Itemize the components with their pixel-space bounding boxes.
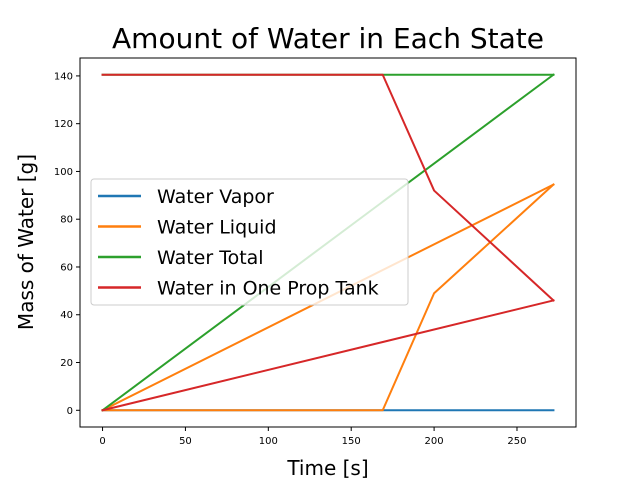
y-tick-label: 80 [60,215,73,226]
legend-label-water-liquid: Water Liquid [157,217,277,239]
legend-box [90,178,409,306]
y-tick-label: 120 [54,119,73,130]
series-line-water-in-one-prop-tank [101,73,555,302]
y-tick-label: 100 [54,167,73,178]
legend-entries: Water Vapor Water Liquid Water Total Water … [98,186,379,300]
x-tick-label: 200 [425,436,444,447]
x-tick-label: 150 [342,436,361,447]
x-tick-label: 0 [99,436,105,447]
y-tick-label: 60 [60,262,73,273]
x-tick-label: 250 [507,436,526,447]
y-tick-label: 40 [60,310,73,321]
legend-label-water-total: Water Total [157,247,264,269]
y-tick-label: 20 [60,358,73,369]
series-line-water-in-one-prop-tank [101,299,555,412]
chart-title: Amount of Water in Each State [112,22,544,55]
plot-frame [79,57,577,428]
y-axis-label: Mass of Water [g] [14,154,38,330]
series-line-water-liquid [101,183,555,412]
legend: Water Vapor Water Liquid Water Total Water … [90,178,409,306]
x-axis: 0 50 100 150 200 250 [99,427,527,447]
x-axis-label: Time [s] [286,456,368,480]
legend-label-water-vapor: Water Vapor [157,186,274,208]
y-tick-label: 0 [67,406,73,417]
y-axis: 0 20 40 60 80 100 120 140 [54,71,80,417]
y-tick-label: 140 [54,71,73,82]
legend-label-water-in-one-prop-tank: Water in One Prop Tank [157,278,379,300]
x-tick-label: 50 [179,436,192,447]
x-tick-label: 100 [259,436,278,447]
